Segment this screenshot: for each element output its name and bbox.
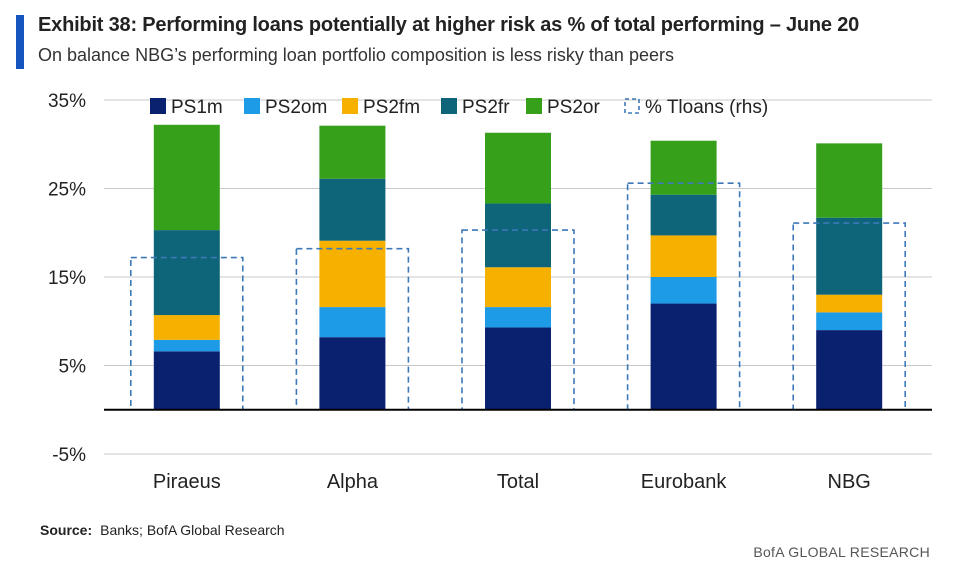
bar-total-ps1m (485, 327, 551, 410)
bar-eurobank-ps2om (650, 277, 717, 304)
bar-alpha-ps1m (319, 337, 386, 410)
legend-label-ps2fm: PS2fm (363, 97, 420, 118)
legend-label-ps2fr: PS2fr (462, 97, 510, 118)
bar-nbg-ps2fm (816, 294, 883, 313)
rhs-box-alpha (295, 247, 410, 411)
legend: PS1m PS2om PS2fm PS2fr PS2or % Tloans (rhs) (150, 97, 768, 118)
bar-layer (153, 124, 883, 410)
bar-alpha-ps2fm (319, 240, 386, 308)
accent-bar (16, 15, 24, 69)
legend-swatch-tloans-rhs (624, 98, 640, 114)
bar-alpha-ps2fr (319, 178, 386, 241)
x-tick-label: Total (497, 471, 539, 493)
legend-swatch-ps2fr (441, 98, 457, 114)
bar-total-ps2fr (485, 203, 551, 268)
x-tick-label: Alpha (327, 471, 379, 493)
bar-nbg-ps2fr (816, 217, 883, 295)
legend-swatch-ps2or (526, 98, 542, 114)
source-text: Banks; BofA Global Research (100, 522, 285, 538)
legend-swatch-ps1m (150, 98, 166, 114)
x-axis-labels: Piraeus Alpha Total Eurobank NBG (153, 471, 871, 493)
legend-swatch-ps2om (244, 98, 260, 114)
x-tick-label: Piraeus (153, 471, 221, 493)
rhs-box-total (461, 229, 575, 411)
bar-piraeus-ps1m (153, 351, 220, 410)
bar-eurobank-ps1m (650, 303, 717, 410)
legend-swatch-ps2fm (342, 98, 358, 114)
source-label: Source: (40, 522, 93, 538)
bar-eurobank-ps2fm (650, 235, 717, 277)
bar-nbg-ps1m (816, 330, 883, 410)
y-tick-label: 35% (48, 91, 86, 112)
x-tick-label: NBG (828, 471, 871, 493)
y-tick-label: 25% (48, 180, 86, 201)
legend-label-tloans-rhs: % Tloans (rhs) (645, 97, 768, 118)
y-tick-label: 5% (59, 357, 87, 378)
legend-label-ps2om: PS2om (265, 97, 327, 118)
bar-piraeus-ps2fr (153, 230, 220, 316)
bar-piraeus-ps2om (153, 339, 220, 352)
y-tick-label: 15% (48, 268, 86, 289)
bar-nbg-ps2om (816, 312, 883, 331)
brand-label: BofA GLOBAL RESEARCH (753, 544, 930, 560)
bar-alpha-ps2or (319, 125, 386, 179)
y-axis-ticks: 35% 25% 15% 5% -5% (48, 91, 86, 466)
chart-title: Exhibit 38: Performing loans potentially… (38, 14, 860, 36)
bar-alpha-ps2om (319, 307, 386, 338)
legend-label-ps1m: PS1m (171, 97, 223, 118)
source-note: Source: Banks; BofA Global Research (40, 522, 285, 538)
bar-piraeus-ps2fm (153, 315, 220, 340)
bar-eurobank-ps2or (650, 140, 717, 195)
bar-piraeus-ps2or (153, 124, 220, 231)
bar-nbg-ps2or (816, 143, 883, 218)
bar-total-ps2or (485, 132, 551, 204)
legend-label-ps2or: PS2or (547, 97, 600, 118)
chart-subtitle: On balance NBG’s performing loan portfol… (38, 45, 674, 65)
y-tick-label: -5% (52, 445, 86, 466)
bar-total-ps2fm (485, 267, 551, 308)
x-tick-label: Eurobank (641, 471, 728, 493)
bar-eurobank-ps2fr (650, 194, 717, 236)
bar-total-ps2om (485, 307, 551, 328)
